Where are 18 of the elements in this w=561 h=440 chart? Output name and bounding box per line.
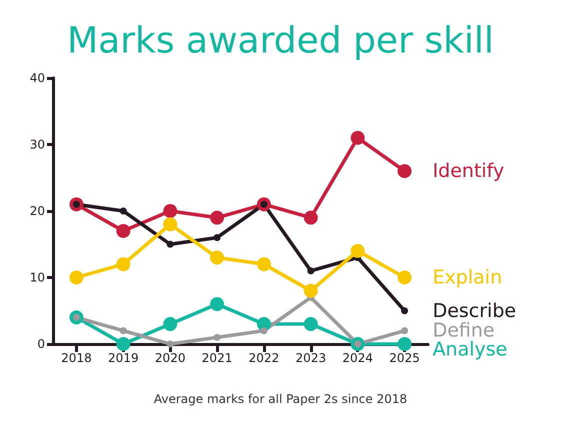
- x-tick-label: 2022: [248, 351, 280, 365]
- series-label: Identify: [432, 160, 504, 182]
- y-tick-label: 30: [30, 138, 45, 152]
- text: Average marks for all Paper 2s since 2018: [154, 392, 408, 406]
- y-tick-label: 0: [37, 337, 45, 351]
- chart-title: Marks awarded per skill: [67, 20, 494, 62]
- x-tick-label: 2020: [154, 351, 186, 365]
- y-tick-label: 20: [30, 204, 45, 218]
- x-tick-label: 2019: [108, 351, 139, 365]
- y-tick-label: 40: [30, 71, 45, 85]
- x-tick-label: 2018: [61, 351, 92, 365]
- x-tick-label: 2023: [296, 351, 326, 365]
- x-tick-label: 2025: [389, 351, 420, 365]
- x-tick-label: 2021: [202, 351, 232, 365]
- series-label: Describe: [432, 300, 516, 322]
- series-label: Explain: [432, 266, 502, 288]
- x-tick-label: 2024: [342, 351, 373, 365]
- y-tick-label: 10: [30, 270, 45, 284]
